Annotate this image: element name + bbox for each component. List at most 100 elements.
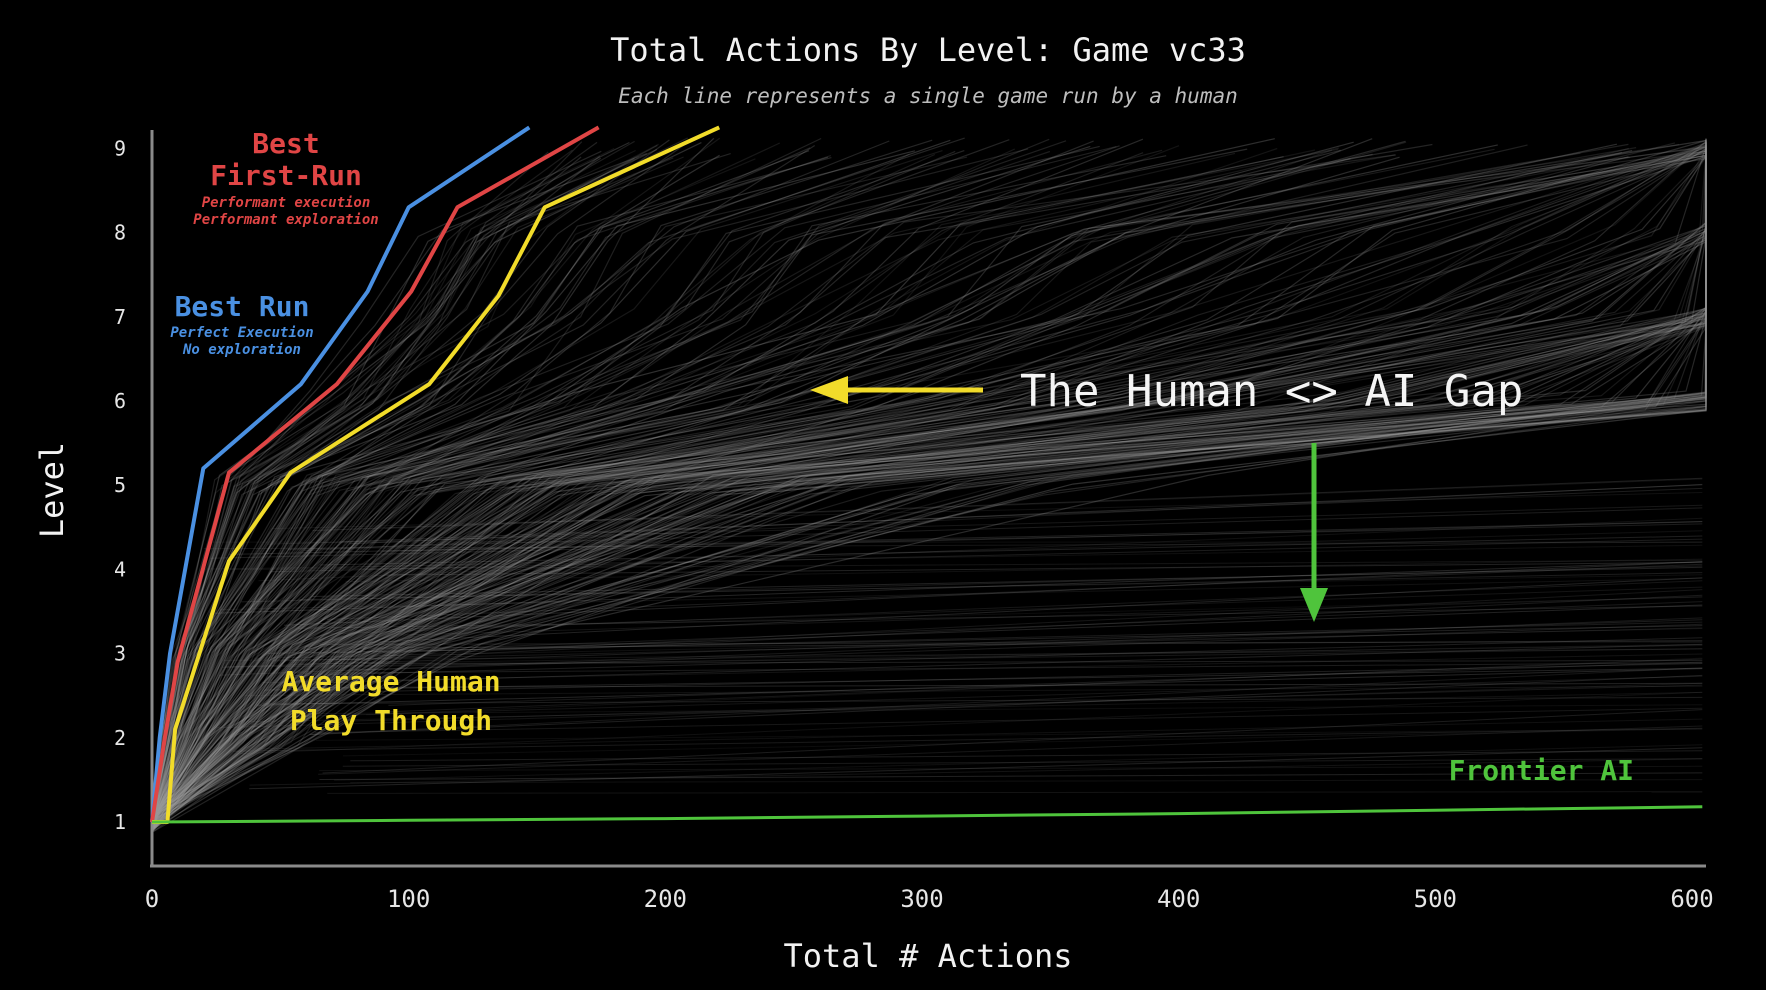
human-run-line (151, 152, 1144, 818)
human-run-line (151, 143, 659, 827)
human-run-line (151, 143, 1707, 819)
human-run-line (151, 145, 1707, 819)
human-run-line (339, 487, 1703, 543)
human-run-line (151, 141, 1707, 827)
human-run-line (151, 156, 1284, 832)
human-run-line (151, 146, 1707, 828)
human-run-line (151, 148, 1016, 823)
human-run-line (349, 484, 1703, 545)
human-run-line (151, 141, 1707, 817)
human-run-line (232, 727, 1703, 752)
human-run-line (151, 147, 1340, 828)
human-run-line (151, 155, 601, 824)
human-run-line (151, 153, 731, 815)
human-run-line (366, 657, 1703, 716)
human-run-line (391, 601, 1703, 651)
human-run-line (151, 141, 1707, 829)
human-run-line (151, 152, 1707, 821)
human-run-line (374, 663, 1703, 692)
human-run-line (151, 152, 1707, 822)
human-run-line (151, 156, 1707, 815)
human-run-line (241, 565, 1703, 603)
human-run-line (151, 139, 1010, 818)
x-tick-label: 300 (900, 885, 943, 913)
human-run-line (151, 154, 1707, 817)
human-run-line (151, 151, 1707, 824)
human-run-line (151, 140, 1707, 826)
human-run-line (151, 156, 1629, 815)
human-ai-gap-label: The Human <> AI Gap (1020, 366, 1523, 417)
best-run-note-1: Perfect Execution (170, 325, 313, 341)
human-run-line (151, 156, 1707, 813)
human-run-line (151, 144, 658, 819)
human-run-line (151, 153, 1707, 831)
human-run-line (345, 558, 1703, 583)
human-run-line (151, 157, 1707, 832)
series-line-best-first-run (150, 125, 600, 823)
human-run-line (151, 142, 1707, 831)
human-run-line (151, 156, 968, 826)
human-run-line (151, 153, 1707, 833)
human-run-line (151, 140, 1067, 830)
human-run-line (151, 138, 1707, 818)
human-run-line (151, 147, 1707, 821)
human-run-line (151, 142, 781, 833)
human-run-line (151, 153, 1373, 832)
human-run-line (151, 141, 1707, 815)
human-run-line (151, 157, 674, 827)
human-run-line (151, 143, 1707, 830)
human-run-line (230, 559, 1703, 570)
human-run-line (151, 158, 1707, 819)
human-run-line (151, 152, 1707, 820)
human-run-line (151, 155, 1707, 822)
human-run-line (151, 139, 1707, 817)
human-run-line (284, 561, 1703, 626)
human-run-line (342, 728, 1703, 757)
human-run-line (319, 641, 1703, 645)
human-run-line (253, 718, 1703, 750)
human-run-line (151, 145, 1707, 824)
human-run-line (151, 148, 1707, 814)
human-run-line (151, 144, 1707, 828)
human-run-line (151, 145, 1120, 828)
human-run-line (386, 561, 1703, 576)
human-run-line (151, 155, 1707, 819)
human-run-line (151, 138, 1050, 824)
human-run-line (151, 148, 1707, 818)
human-run-line (151, 150, 943, 816)
x-tick-label: 600 (1670, 885, 1713, 913)
human-run-line (272, 492, 1703, 530)
human-run-line (254, 628, 1703, 659)
human-run-line (229, 521, 1703, 555)
human-run-line (310, 704, 1703, 715)
human-run-line (151, 141, 1707, 821)
human-run-line (151, 146, 1707, 816)
human-run-line (151, 155, 1707, 823)
human-run-line (342, 758, 1703, 767)
human-run-line (210, 521, 1703, 559)
human-run-line (151, 145, 1180, 825)
human-run-line (151, 151, 549, 813)
human-run-line (151, 158, 1707, 814)
human-run-line (151, 144, 1707, 818)
human-run-line (151, 146, 1707, 820)
human-run-line (363, 659, 1703, 665)
human-run-line (309, 674, 1703, 736)
human-run-line (151, 141, 1707, 833)
human-run-line (151, 149, 1341, 822)
human-run-line (151, 158, 1707, 820)
human-run-line (151, 156, 582, 813)
human-run-line (151, 149, 1163, 813)
human-run-line (262, 653, 1703, 684)
human-run-line (151, 154, 1396, 818)
human-run-line (362, 640, 1703, 649)
human-run-line (151, 149, 1707, 833)
human-run-line (303, 662, 1703, 674)
human-run-line (151, 156, 684, 822)
human-run-line (151, 142, 1707, 827)
human-run-line (151, 143, 1629, 822)
human-run-line (151, 156, 1707, 825)
y-tick-label: 8 (114, 221, 126, 245)
human-run-line (215, 561, 1703, 614)
human-run-line (314, 707, 1703, 734)
